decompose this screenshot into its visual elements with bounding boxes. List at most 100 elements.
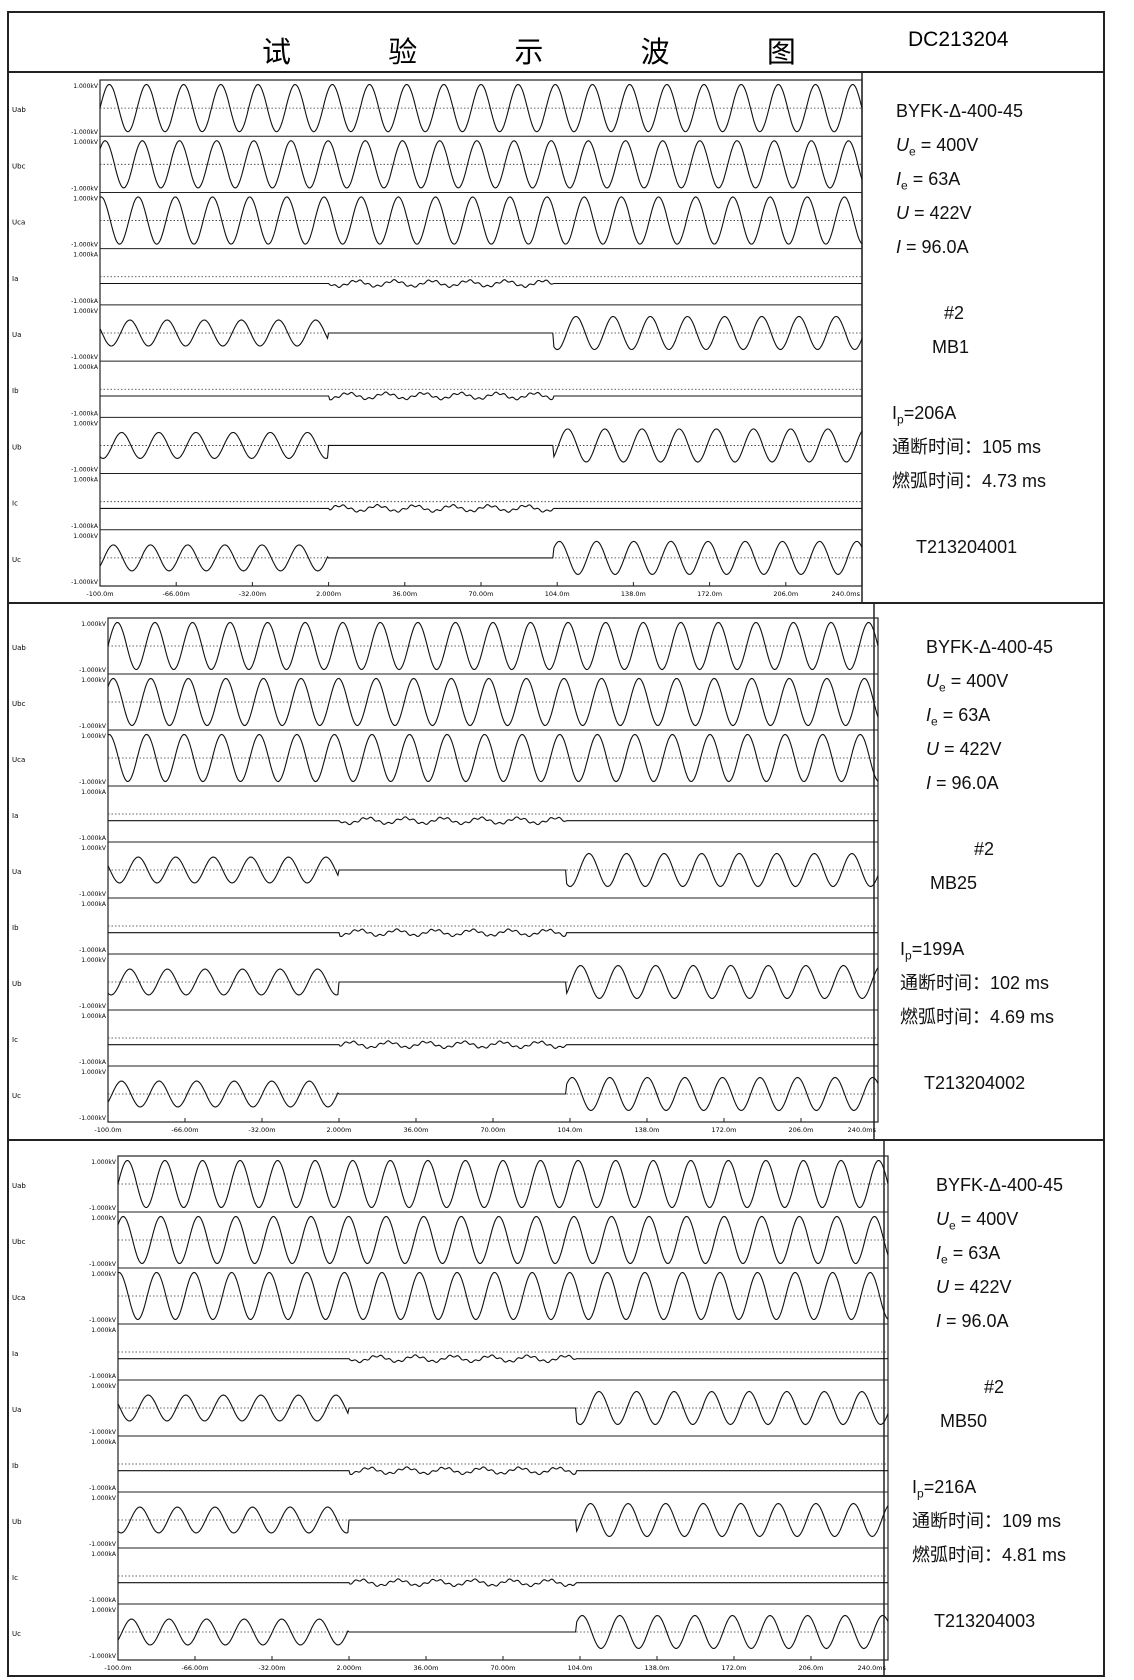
waveform-trace <box>108 1040 878 1050</box>
x-tick-label: 172.0m <box>722 1664 747 1672</box>
peak-current: Ip=199A <box>900 939 965 963</box>
waveform-trace <box>107 964 879 1000</box>
scale-min-label: -1.000kV <box>79 1115 107 1122</box>
channel-label: Ubc <box>12 162 26 170</box>
x-tick-label: 2.000m <box>316 590 341 598</box>
channel-row-uca: Uca 1.000kV -1.000kV <box>12 1267 889 1324</box>
channel-row-ubc: Ubc 1.000kV -1.000kV <box>12 673 879 730</box>
x-tick-label: -32.00m <box>248 1126 275 1134</box>
x-tick-label: 36.00m <box>404 1126 429 1134</box>
waveform-trace <box>107 852 879 888</box>
scale-min-label: -1.000kV <box>89 1653 117 1660</box>
channel-label: Ic <box>12 500 18 508</box>
scale-max-label: 1.000kV <box>81 1069 107 1076</box>
test-voltage: U = 422V <box>936 1277 1012 1297</box>
scale-min-label: -1.000kV <box>89 1261 117 1268</box>
scale-max-label: 1.000kA <box>81 1013 107 1020</box>
record-id: T213204001 <box>916 537 1018 557</box>
arc-time: 燃弧时间：4.69 ms <box>900 1007 1055 1027</box>
channel-label: Ic <box>12 1574 18 1582</box>
waveform-trace <box>117 1215 889 1265</box>
scale-max-label: 1.000kV <box>73 308 99 315</box>
x-tick-label: 240.0ms <box>848 1126 877 1134</box>
scale-min-label: -1.000kV <box>89 1429 117 1436</box>
x-tick-label: 2.000m <box>337 1664 362 1672</box>
x-tick-label: 70.00m <box>491 1664 516 1672</box>
scale-max-label: 1.000kV <box>91 1271 117 1278</box>
sample-id: MB50 <box>940 1411 988 1431</box>
scale-min-label: -1.000kA <box>89 1597 117 1604</box>
channel-row-uab: Uab 1.000kV -1.000kV <box>12 83 863 136</box>
channel-row-ib: Ib 1.000kA -1.000kA <box>12 360 862 417</box>
channel-label: Ia <box>12 1350 18 1358</box>
scale-max-label: 1.000kA <box>73 252 99 259</box>
waveform-trace <box>107 677 879 727</box>
test-info-2: BYFK-Δ-400-45 Ue = 400V Ie = 63A U = 422… <box>900 630 1054 1100</box>
channel-label: Ib <box>12 1462 19 1470</box>
arc-time: 燃弧时间：4.81 ms <box>912 1545 1067 1565</box>
waveform-trace <box>99 540 863 575</box>
test-current: I = 96.0A <box>926 773 999 793</box>
waveform-trace <box>117 1159 889 1209</box>
channel-label: Uca <box>12 756 25 764</box>
channel-row-ua: Ua 1.000kV -1.000kV <box>12 841 879 898</box>
model-name: BYFK-Δ-400-45 <box>926 637 1054 657</box>
channel-row-ub: Ub 1.000kV -1.000kV <box>12 953 879 1010</box>
scale-min-label: -1.000kA <box>89 1485 117 1492</box>
scale-max-label: 1.000kA <box>91 1551 117 1558</box>
channel-label: Ub <box>12 443 22 451</box>
x-tick-label: -100.0m <box>104 1664 131 1672</box>
channel-label: Uc <box>12 1630 21 1638</box>
oscillogram-panel: Uab 1.000kV -1.000kV Ubc 1.000kV -1.000kV Uca 1… <box>12 603 879 1140</box>
scale-min-label: -1.000kV <box>79 891 107 898</box>
channel-label: Ua <box>12 1406 21 1414</box>
rated-voltage: Ue = 400V <box>926 671 1009 695</box>
channel-label: Ib <box>12 387 19 395</box>
waveform-trace <box>117 1390 889 1426</box>
scale-max-label: 1.000kV <box>91 1159 117 1166</box>
test-current: I = 96.0A <box>896 237 969 257</box>
unit-number: #2 <box>974 839 995 859</box>
scale-max-label: 1.000kA <box>81 901 107 908</box>
x-tick-label: 138.0m <box>621 590 646 598</box>
scale-min-label: -1.000kV <box>79 779 107 786</box>
scale-min-label: -1.000kV <box>89 1317 117 1324</box>
x-tick-label: 240.0ms <box>858 1664 887 1672</box>
unit-number: #2 <box>944 303 965 323</box>
document-id: DC213204 <box>908 28 1009 51</box>
scale-min-label: -1.000kA <box>79 1059 107 1066</box>
channel-row-ubc: Ubc 1.000kV -1.000kV <box>12 1211 889 1268</box>
channel-label: Uc <box>12 1092 21 1100</box>
scale-min-label: -1.000kA <box>71 410 99 417</box>
x-tick-label: 138.0m <box>645 1664 670 1672</box>
channel-label: Ic <box>12 1036 18 1044</box>
test-voltage: U = 422V <box>896 203 972 223</box>
scale-min-label: -1.000kV <box>71 185 99 192</box>
channel-row-ic: Ic 1.000kA -1.000kA <box>12 473 862 530</box>
test-current: I = 96.0A <box>936 1311 1009 1331</box>
waveform-trace <box>99 428 863 463</box>
channel-row-uca: Uca 1.000kV -1.000kV <box>12 729 879 786</box>
channel-label: Uab <box>12 1182 26 1190</box>
x-tick-label: 206.0m <box>799 1664 824 1672</box>
x-tick-label: 70.00m <box>469 590 494 598</box>
channel-row-ib: Ib 1.000kA -1.000kA <box>12 897 878 954</box>
waveform-trace <box>99 83 863 133</box>
channel-row-ic: Ic 1.000kA -1.000kA <box>12 1009 878 1066</box>
waveform-trace <box>107 733 879 783</box>
scale-max-label: 1.000kV <box>81 957 107 964</box>
oscillogram-panel: Uab 1.000kV -1.000kV Ubc 1.000kV -1.000kV Uca 1… <box>12 1140 889 1676</box>
x-tick-label: 172.0m <box>712 1126 737 1134</box>
scale-max-label: 1.000kV <box>73 83 99 90</box>
rated-current: Ie = 63A <box>896 169 961 193</box>
scale-max-label: 1.000kV <box>73 533 99 540</box>
waveform-trace <box>108 816 878 826</box>
channel-row-uc: Uc 1.000kV -1.000kV <box>12 1603 889 1660</box>
scale-min-label: -1.000kV <box>79 723 107 730</box>
channel-label: Ub <box>12 980 22 988</box>
scale-max-label: 1.000kV <box>81 621 107 628</box>
channel-row-uc: Uc 1.000kV -1.000kV <box>12 529 863 586</box>
waveform-trace <box>100 503 862 513</box>
x-tick-label: -66.00m <box>171 1126 198 1134</box>
